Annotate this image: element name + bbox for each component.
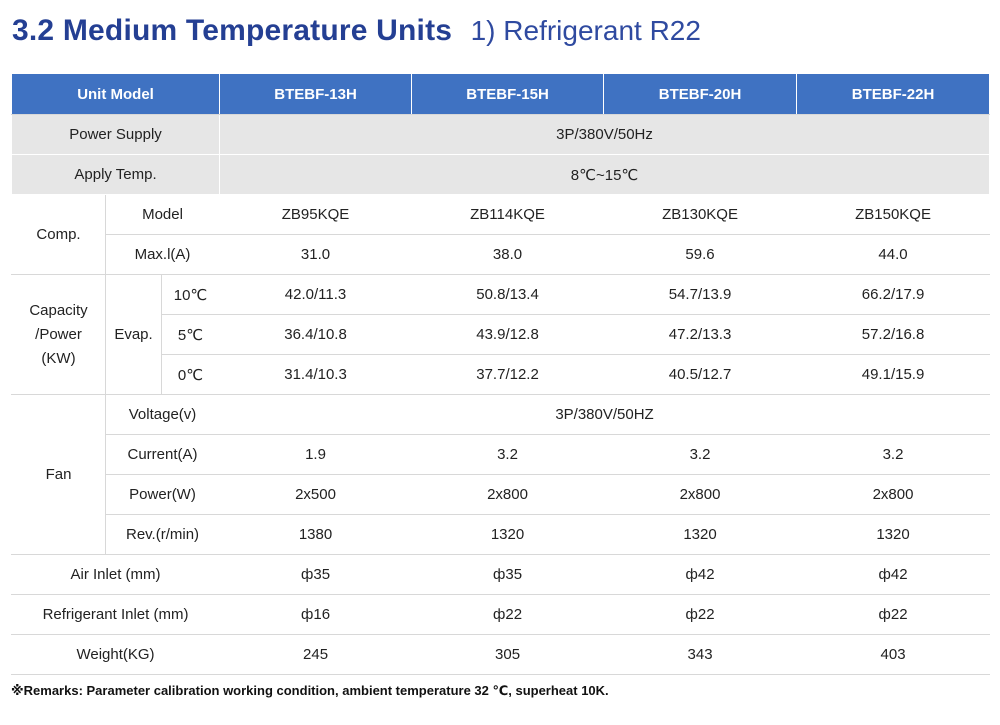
comp-label: Comp.: [11, 194, 106, 275]
weight-label: Weight(KG): [10, 634, 221, 675]
comp-max-current-row: Max.l(A) 31.0 38.0 59.6 44.0: [12, 234, 991, 275]
fan-label: Fan: [11, 394, 106, 555]
model-header: BTEBF-20H: [603, 73, 798, 115]
refrigerant-inlet-label: Refrigerant Inlet (mm): [10, 594, 221, 635]
page-title: 3.2 Medium Temperature Units 1) Refriger…: [12, 14, 701, 58]
table-cell: 3.2: [411, 434, 605, 475]
evap-label: Evap.: [105, 274, 162, 395]
power-supply-value: 3P/380V/50Hz: [219, 114, 991, 155]
weight-row: Weight(KG) 245 305 343 403: [10, 634, 991, 675]
table-cell: ZB130KQE: [603, 194, 798, 235]
fan-voltage-value: 3P/380V/50HZ: [219, 394, 991, 435]
table-cell: ф42: [796, 554, 991, 595]
unit-model-header: Unit Model: [10, 73, 221, 115]
fan-current-row: Current(A) 1.9 3.2 3.2 3.2: [12, 434, 991, 475]
power-supply-row: Power Supply 3P/380V/50Hz: [10, 114, 991, 155]
table-cell: 2x800: [603, 474, 798, 515]
apply-temp-value: 8℃~15℃: [219, 154, 991, 195]
table-cell: ф16: [219, 594, 413, 635]
table-cell: 38.0: [411, 234, 605, 275]
table-cell: ф22: [411, 594, 605, 635]
table-cell: 42.0/11.3: [219, 274, 413, 315]
section-subtitle: 1) Refrigerant R22: [470, 15, 701, 46]
section-title: 3.2 Medium Temperature Units: [12, 14, 453, 47]
remarks-note: ※Remarks: Parameter calibration working …: [11, 683, 609, 698]
table-cell: 44.0: [796, 234, 991, 275]
table-cell: 66.2/17.9: [796, 274, 991, 315]
table-cell: 305: [411, 634, 605, 675]
model-header: BTEBF-22H: [796, 73, 991, 115]
table-cell: ф42: [603, 554, 798, 595]
comp-max-current-label: Max.l(A): [104, 234, 221, 275]
table-cell: 2x800: [796, 474, 991, 515]
table-cell: 57.2/16.8: [796, 314, 991, 355]
table-cell: 3.2: [796, 434, 991, 475]
model-header: BTEBF-13H: [219, 73, 413, 115]
table-cell: 245: [219, 634, 413, 675]
model-header: BTEBF-15H: [411, 73, 605, 115]
table-cell: 49.1/15.9: [796, 354, 991, 395]
header-row: Unit Model BTEBF-13H BTEBF-15H BTEBF-20H…: [10, 73, 991, 115]
table-cell: 343: [603, 634, 798, 675]
table-cell: ZB150KQE: [796, 194, 991, 235]
comp-model-label: Model: [104, 194, 221, 235]
capacity-label-line: Capacity: [29, 301, 88, 319]
table-cell: 43.9/12.8: [411, 314, 605, 355]
apply-temp-row: Apply Temp. 8℃~15℃: [10, 154, 991, 195]
air-inlet-row: Air Inlet (mm) ф35 ф35 ф42 ф42: [10, 554, 991, 595]
table-cell: ф35: [411, 554, 605, 595]
table-cell: ф35: [219, 554, 413, 595]
evap-temp-label: 0℃: [160, 354, 221, 395]
apply-temp-label: Apply Temp.: [10, 154, 221, 195]
capacity-label-line: (KW): [41, 349, 76, 367]
table-cell: 1320: [603, 514, 798, 555]
fan-rev-row: Rev.(r/min) 1380 1320 1320 1320: [12, 514, 991, 555]
evap-temp-label: 10℃: [160, 274, 221, 315]
table-cell: ф22: [603, 594, 798, 635]
table-cell: 3.2: [603, 434, 798, 475]
fan-rev-label: Rev.(r/min): [104, 514, 221, 555]
capacity-label-line: /Power: [35, 325, 82, 343]
table-cell: 31.4/10.3: [219, 354, 413, 395]
table-cell: 1320: [796, 514, 991, 555]
fan-voltage-label: Voltage(v): [104, 394, 221, 435]
table-cell: ZB95KQE: [219, 194, 413, 235]
capacity-row-5c: 5℃ 36.4/10.8 43.9/12.8 47.2/13.3 57.2/16…: [12, 314, 991, 355]
table-cell: 1.9: [219, 434, 413, 475]
fan-power-label: Power(W): [104, 474, 221, 515]
table-cell: 31.0: [219, 234, 413, 275]
table-cell: 1320: [411, 514, 605, 555]
table-cell: 2x500: [219, 474, 413, 515]
air-inlet-label: Air Inlet (mm): [10, 554, 221, 595]
table-cell: 54.7/13.9: [603, 274, 798, 315]
spec-table: Unit Model BTEBF-13H BTEBF-15H BTEBF-20H…: [10, 73, 991, 675]
table-cell: 59.6: [603, 234, 798, 275]
table-cell: ZB114KQE: [411, 194, 605, 235]
table-cell: 36.4/10.8: [219, 314, 413, 355]
table-cell: 50.8/13.4: [411, 274, 605, 315]
capacity-label: Capacity /Power (KW): [11, 274, 106, 395]
fan-power-row: Power(W) 2x500 2x800 2x800 2x800: [12, 474, 991, 515]
fan-voltage-row: Fan Voltage(v) 3P/380V/50HZ: [11, 394, 991, 555]
table-cell: 403: [796, 634, 991, 675]
power-supply-label: Power Supply: [10, 114, 221, 155]
table-cell: ф22: [796, 594, 991, 635]
capacity-row-0c: 0℃ 31.4/10.3 37.7/12.2 40.5/12.7 49.1/15…: [12, 354, 991, 395]
table-cell: 40.5/12.7: [603, 354, 798, 395]
table-cell: 47.2/13.3: [603, 314, 798, 355]
capacity-row-10c: Capacity /Power (KW) Evap. 10℃ 42.0/11.3…: [11, 274, 991, 395]
table-cell: 1380: [219, 514, 413, 555]
refrigerant-inlet-row: Refrigerant Inlet (mm) ф16 ф22 ф22 ф22: [10, 594, 991, 635]
fan-current-label: Current(A): [104, 434, 221, 475]
table-cell: 37.7/12.2: [411, 354, 605, 395]
evap-temp-label: 5℃: [160, 314, 221, 355]
table-cell: 2x800: [411, 474, 605, 515]
comp-model-row: Comp. Model ZB95KQE ZB114KQE ZB130KQE ZB…: [11, 194, 991, 275]
